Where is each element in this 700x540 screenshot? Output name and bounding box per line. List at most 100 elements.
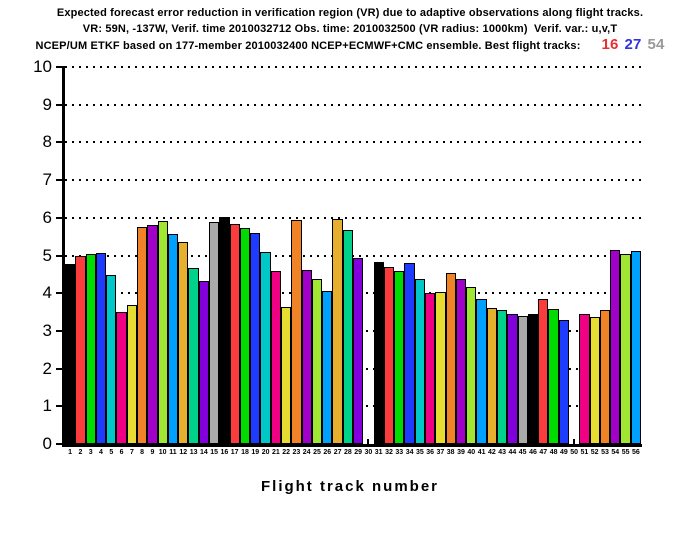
x-tick-label-23: 23	[292, 449, 301, 456]
bar-track-45	[517, 315, 528, 444]
bar-track-44	[507, 313, 518, 444]
bar-track-13	[188, 268, 199, 444]
bar-track-51	[579, 314, 590, 444]
x-tick-label-13: 13	[189, 449, 198, 456]
bar-track-34	[404, 263, 415, 444]
x-tick-label-42: 42	[487, 449, 496, 456]
y-tick-2	[56, 367, 65, 370]
bar-track-54	[610, 249, 621, 444]
x-tick-label-43: 43	[498, 449, 506, 456]
bar-track-29	[353, 257, 364, 444]
best-track-2: 27	[624, 36, 642, 53]
x-tick-label-46: 46	[529, 449, 537, 456]
y-tick-8	[56, 141, 65, 144]
x-tick-label-48: 48	[549, 449, 558, 456]
gridline-y6	[65, 216, 641, 219]
best-track-3: 54	[647, 36, 665, 53]
y-tick-10	[56, 66, 65, 68]
x-tick-label-3: 3	[88, 449, 93, 456]
x-tick-label-47: 47	[539, 449, 548, 456]
y-tick-label-10: 10	[33, 57, 52, 76]
x-tick-label-32: 32	[385, 449, 393, 456]
bar-track-6	[116, 312, 127, 444]
x-tick-label-18: 18	[241, 449, 249, 456]
x-tick-label-20: 20	[261, 449, 270, 456]
x-axis	[62, 444, 642, 447]
y-tick-label-9: 9	[42, 94, 52, 114]
bar-track-17	[229, 223, 240, 444]
bar-track-43	[497, 310, 508, 444]
x-tick-label-19: 19	[251, 449, 260, 456]
bar-track-26	[322, 290, 333, 444]
x-tick-label-55: 55	[621, 449, 630, 456]
y-tick-label-6: 6	[42, 207, 52, 227]
bar-track-8	[137, 226, 148, 444]
bar-track-35	[414, 278, 425, 444]
bar-track-12	[178, 242, 189, 444]
gridline-y7	[65, 179, 641, 182]
x-tick-label-29: 29	[354, 449, 362, 456]
gap-tick-30	[367, 439, 370, 444]
y-tick-label-3: 3	[42, 320, 52, 340]
x-tick-label-9: 9	[150, 449, 155, 456]
y-tick-7	[56, 179, 65, 182]
y-tick-label-5: 5	[42, 245, 52, 265]
x-tick-label-35: 35	[415, 449, 424, 456]
x-tick-label-38: 38	[446, 449, 455, 456]
x-tick-label-39: 39	[457, 449, 465, 456]
bar-track-4	[95, 252, 107, 444]
x-tick-label-56: 56	[631, 449, 640, 456]
bar-track-16	[219, 216, 230, 444]
x-tick-label-26: 26	[323, 449, 332, 456]
bar-track-33	[394, 270, 405, 444]
x-tick-label-51: 51	[580, 449, 589, 456]
x-tick-label-7: 7	[129, 449, 134, 456]
x-tick-label-53: 53	[601, 449, 609, 456]
x-tick-label-24: 24	[302, 449, 311, 456]
x-tick-label-4: 4	[99, 449, 103, 456]
gridline-y10	[65, 66, 641, 68]
chart-title-line1: Expected forecast error reduction in ver…	[56, 7, 644, 19]
bar-track-42	[486, 307, 497, 444]
x-tick-label-25: 25	[313, 449, 321, 456]
x-tick-label-17: 17	[230, 449, 239, 456]
chart-title-line3: NCEP/UM ETKF based on 177-member 2010032…	[0, 36, 700, 53]
chart-title-line2: VR: 59N, -137W, Verif. time 2010032712 O…	[82, 23, 618, 35]
x-tick-label-50: 50	[570, 449, 578, 456]
bar-track-19	[250, 232, 261, 444]
y-tick-label-7: 7	[42, 170, 52, 190]
chart-title-line3-text: NCEP/UM ETKF based on 177-member 2010032…	[35, 40, 581, 52]
bar-track-32	[383, 267, 395, 444]
bar-track-11	[167, 234, 179, 444]
bar-track-2	[75, 255, 86, 444]
x-tick-label-14: 14	[199, 449, 208, 456]
bar-track-5	[106, 275, 117, 444]
x-tick-label-36: 36	[426, 449, 434, 456]
x-tick-label-22: 22	[282, 449, 290, 456]
x-tick-label-45: 45	[518, 449, 527, 456]
y-tick-label-4: 4	[42, 283, 52, 303]
x-tick-label-44: 44	[508, 449, 517, 456]
x-tick-label-33: 33	[395, 449, 404, 456]
gap-tick-50	[573, 439, 576, 444]
y-tick-5	[56, 254, 65, 257]
x-tick-label-16: 16	[220, 449, 229, 456]
best-track-1: 16	[601, 36, 619, 53]
x-tick-label-28: 28	[343, 449, 352, 456]
x-tick-label-6: 6	[119, 449, 124, 456]
bar-track-39	[455, 279, 467, 444]
x-tick-label-40: 40	[467, 449, 476, 456]
y-tick-6	[56, 216, 65, 219]
bar-track-55	[620, 254, 631, 444]
x-tick-label-21: 21	[271, 449, 280, 456]
y-tick-4	[56, 292, 65, 295]
bar-track-25	[311, 278, 323, 444]
bar-track-15	[209, 222, 220, 444]
y-tick-3	[56, 329, 65, 332]
y-tick-1	[56, 405, 65, 408]
x-axis-title: Flight track number	[260, 478, 440, 495]
bar-track-40	[466, 287, 477, 444]
bar-track-31	[373, 261, 384, 444]
bar-track-53	[599, 310, 611, 444]
